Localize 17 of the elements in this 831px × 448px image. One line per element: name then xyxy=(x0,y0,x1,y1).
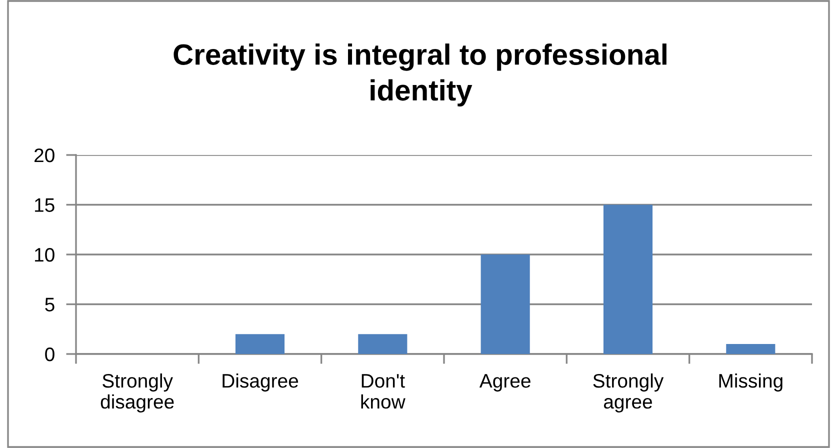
y-tick-label: 15 xyxy=(35,198,54,212)
x-tick-label: Disagree xyxy=(222,373,298,392)
chart-title: Creativity is integral to professional identity xyxy=(174,44,666,106)
bar xyxy=(235,334,285,354)
x-tick-label: Agree xyxy=(479,374,530,392)
bar xyxy=(726,344,776,354)
bar xyxy=(358,334,408,354)
y-tick-label: 10 xyxy=(35,248,54,262)
bar xyxy=(603,204,653,354)
y-tick-label: 20 xyxy=(34,148,54,162)
x-tick-label: Strongly agree xyxy=(593,373,664,413)
x-tick-label: Missing xyxy=(719,373,782,392)
x-tick-label: Strongly disagree xyxy=(100,373,174,413)
y-tick-label: 0 xyxy=(45,347,54,362)
y-tick-label: 5 xyxy=(45,298,54,312)
x-tick-label: Don't know xyxy=(361,374,406,409)
bar xyxy=(480,254,530,354)
